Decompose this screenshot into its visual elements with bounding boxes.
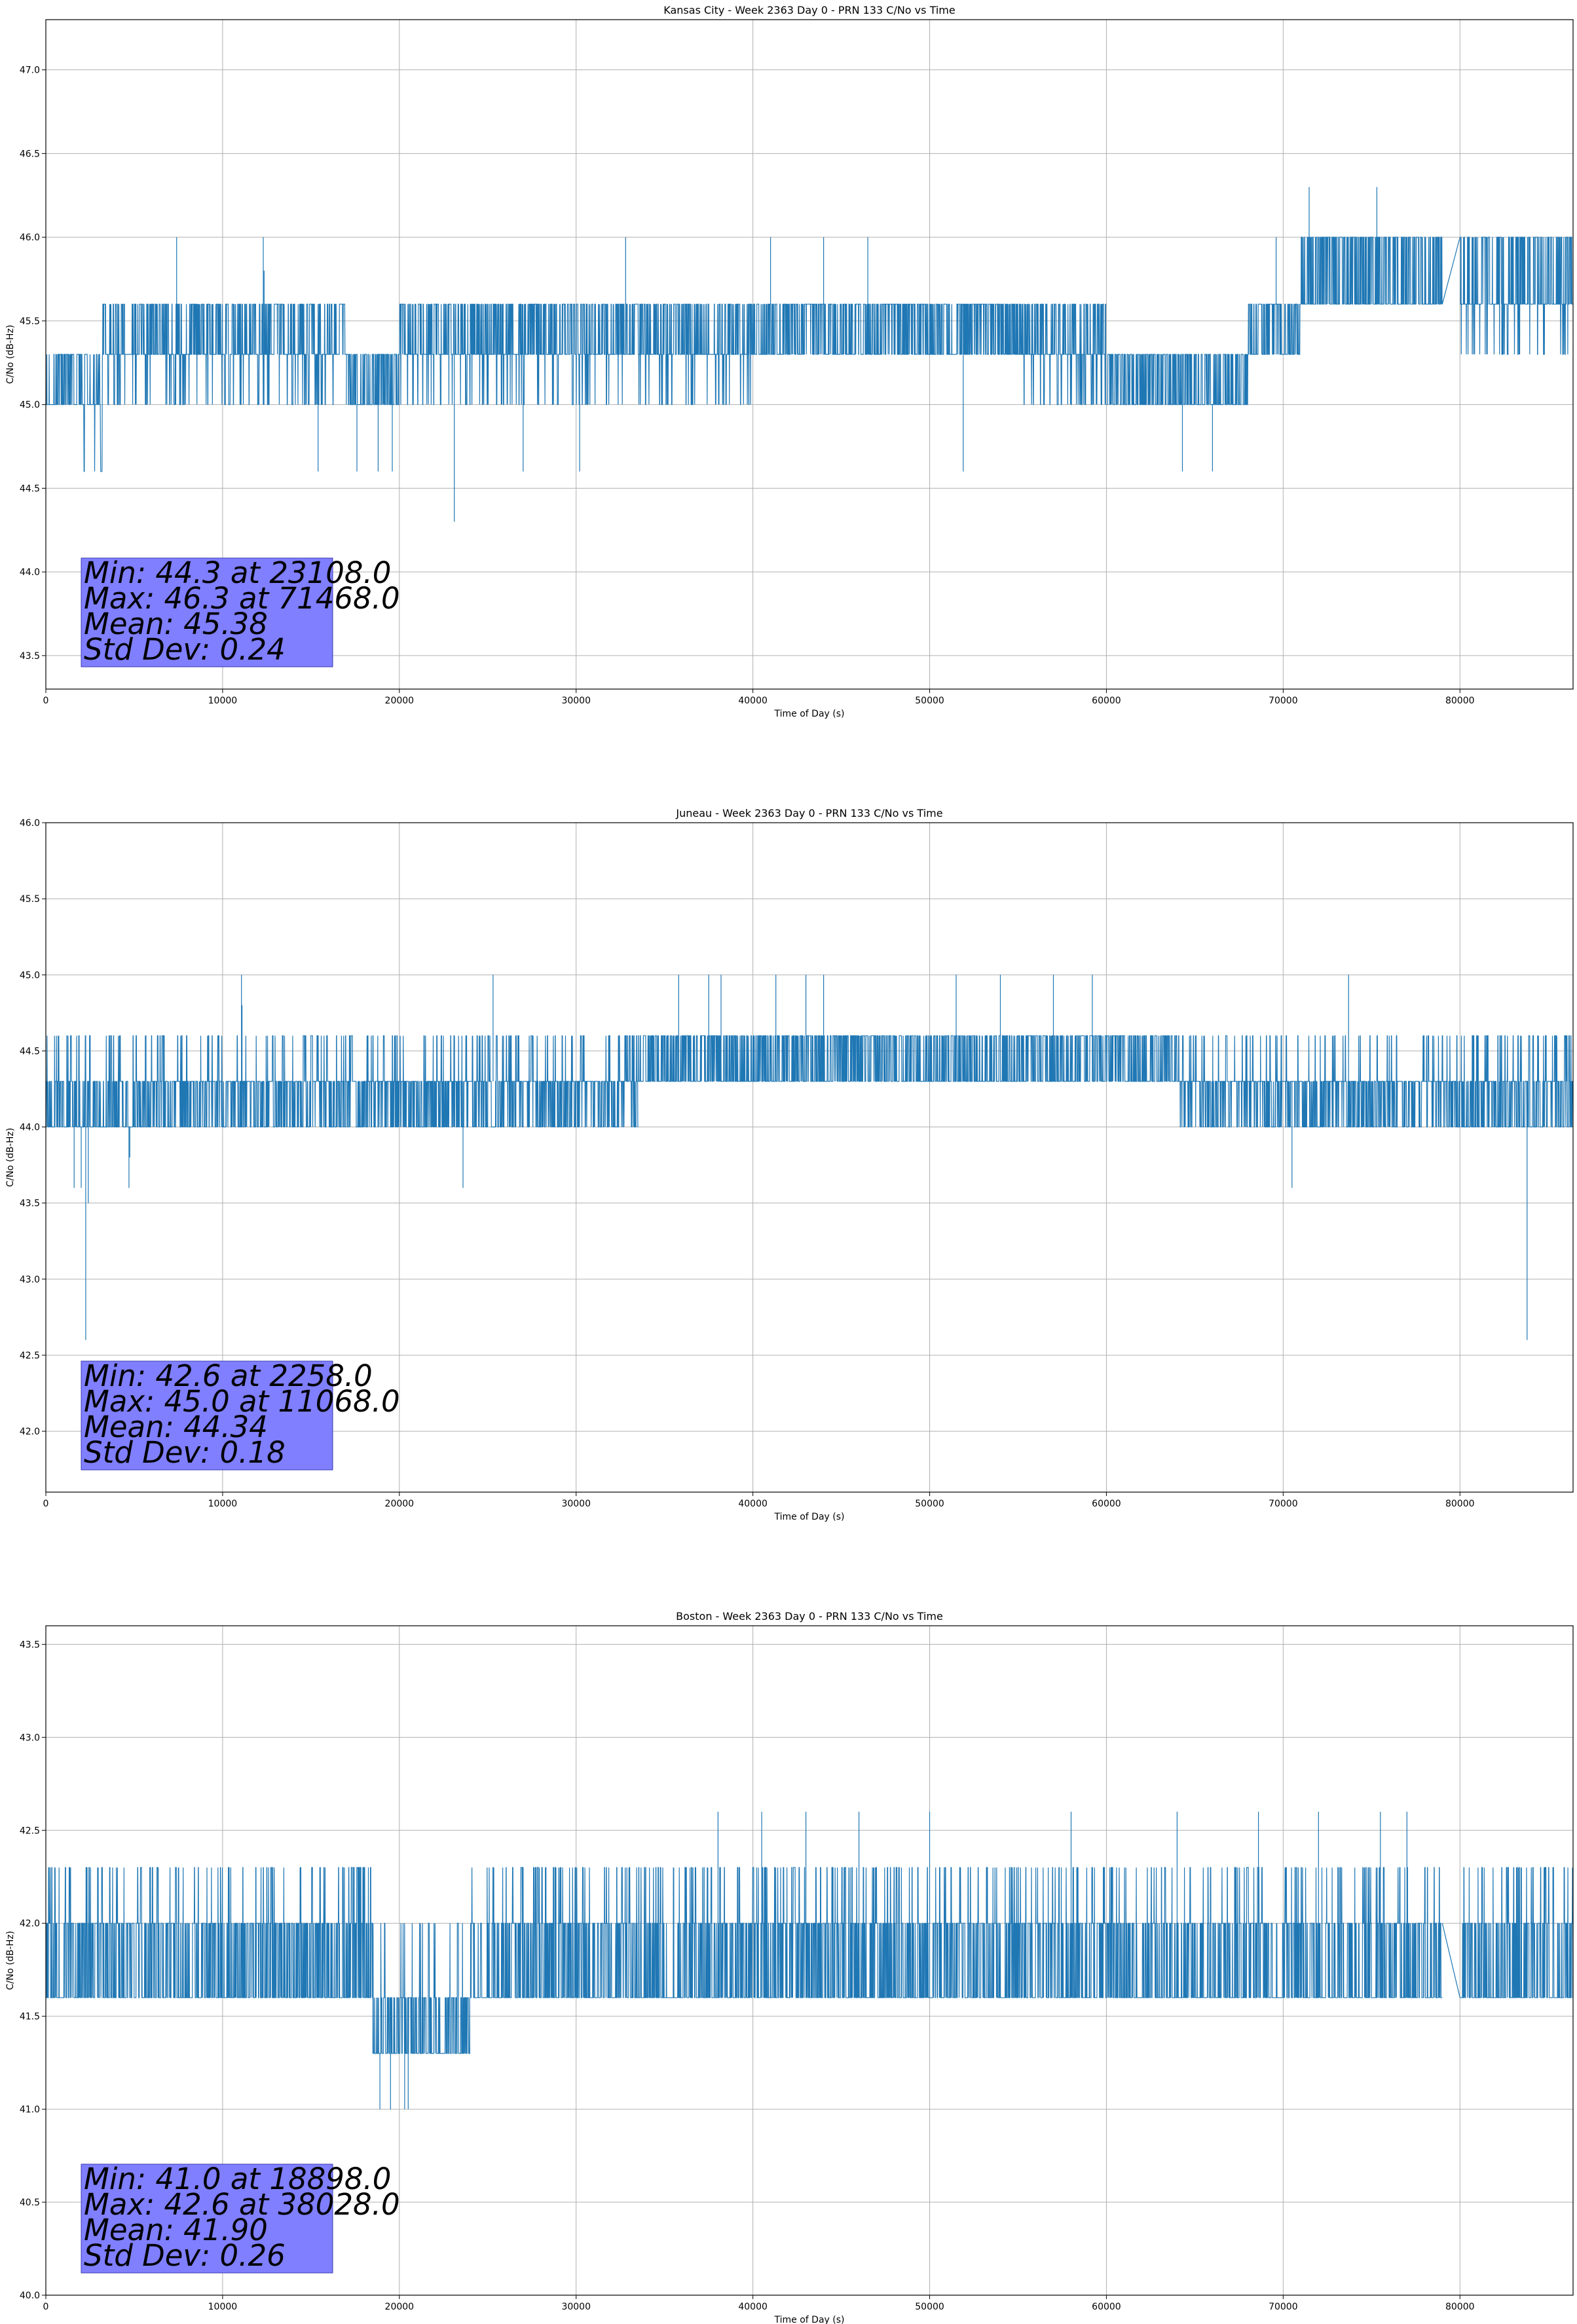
chart-panel-3: 0 10000 20000 30000 40000 50000 60000 70000 8000… [5, 1610, 1574, 2324]
axes-frame [45, 19, 1574, 690]
x-axis-label: Time of Day (s) [774, 1512, 845, 1522]
y-tick-label: 41.0 [20, 2105, 40, 2115]
x-tick-label: 30000 [561, 696, 591, 706]
y-axis-label: C/No (dB-Hz) [5, 1931, 16, 1990]
stats-line: Std Dev: 0.18 [84, 1435, 286, 1470]
x-axis-label: Time of Day (s) [774, 2315, 845, 2324]
y-tick-label: 42.5 [20, 1826, 40, 1836]
y-tick-label: 45.5 [20, 316, 40, 327]
stats-line: Max: 42.6 at 38028.0 [84, 2187, 400, 2222]
x-axis-label: Time of Day (s) [774, 709, 845, 719]
x-tick-label: 0 [43, 696, 49, 706]
chart-panel-2: 0 10000 20000 30000 40000 50000 60000 70000 8000… [5, 807, 1574, 1522]
x-tick-label: 80000 [1445, 2302, 1475, 2312]
stats-line: Max: 46.3 at 71468.0 [84, 581, 400, 616]
x-tick-label: 80000 [1445, 1499, 1475, 1509]
x-tick-label: 30000 [561, 2302, 591, 2312]
y-tick-label: 43.5 [20, 1199, 40, 1209]
y-tick-label: 44.5 [20, 483, 40, 494]
y-tick-label: 44.0 [20, 1123, 40, 1133]
y-tick-label: 45.5 [20, 894, 40, 905]
y-tick-label: 42.0 [20, 1919, 40, 1929]
cno-series-line [46, 975, 1573, 1340]
y-tick-label: 43.5 [20, 1640, 40, 1650]
y-tick-label: 44.5 [20, 1046, 40, 1057]
x-tick-label: 0 [43, 2302, 49, 2312]
stats-box [81, 1360, 333, 1471]
x-tick-label: 20000 [385, 2302, 415, 2312]
x-tick-label: 70000 [1269, 2302, 1298, 2312]
y-tick-label: 43.5 [20, 651, 40, 662]
y-axis-label: C/No (dB-Hz) [5, 325, 16, 384]
x-tick-label: 40000 [738, 1499, 768, 1509]
y-tick-label: 42.0 [20, 1427, 40, 1437]
x-tick-label: 60000 [1092, 1499, 1121, 1509]
x-tick-label: 50000 [915, 696, 944, 706]
x-tick-label: 0 [43, 1499, 49, 1509]
x-tick-label: 60000 [1092, 2302, 1121, 2312]
y-tick-label: 41.5 [20, 2012, 40, 2022]
x-tick-label: 10000 [208, 1499, 238, 1509]
x-tick-label: 40000 [738, 2302, 768, 2312]
y-tick-label: 43.0 [20, 1733, 40, 1743]
x-tick-label: 20000 [385, 696, 415, 706]
x-tick-label: 40000 [738, 696, 768, 706]
y-tick-label: 40.0 [20, 2291, 40, 2301]
axes-frame [45, 822, 1574, 1493]
stats-line: Mean: 41.90 [84, 2213, 268, 2247]
cno-series-line [46, 1811, 1573, 2110]
y-tick-label: 46.5 [20, 149, 40, 159]
stats-line: Mean: 45.38 [84, 607, 268, 641]
x-tick-label: 70000 [1269, 696, 1298, 706]
stats-line: Min: 42.6 at 2258.0 [84, 1359, 373, 1393]
chart-title: Boston - Week 2363 Day 0 - PRN 133 C/No … [676, 1610, 943, 1622]
y-tick-label: 43.0 [20, 1275, 40, 1285]
stats-box [81, 557, 333, 667]
stats-line: Max: 45.0 at 11068.0 [84, 1384, 400, 1419]
axes-frame [45, 1625, 1574, 2296]
stats-box [81, 2164, 333, 2274]
x-tick-label: 10000 [208, 2302, 238, 2312]
stats-line: Min: 44.3 at 23108.0 [84, 555, 391, 590]
x-tick-label: 10000 [208, 696, 238, 706]
chart-panel-1: 0 10000 20000 30000 40000 50000 60000 70000 8000… [5, 4, 1574, 719]
x-tick-label: 80000 [1445, 696, 1475, 706]
chart-title: Juneau - Week 2363 Day 0 - PRN 133 C/No … [675, 807, 942, 819]
x-tick-label: 70000 [1269, 1499, 1298, 1509]
y-axis-label: C/No (dB-Hz) [5, 1128, 16, 1187]
y-tick-label: 47.0 [20, 66, 40, 76]
y-tick-label: 46.0 [20, 233, 40, 243]
y-tick-label: 44.0 [20, 567, 40, 578]
stats-line: Std Dev: 0.24 [84, 632, 286, 667]
y-tick-label: 45.0 [20, 400, 40, 411]
x-tick-label: 60000 [1092, 696, 1121, 706]
y-tick-label: 40.5 [20, 2198, 40, 2208]
stats-line: Min: 41.0 at 18898.0 [84, 2162, 391, 2196]
x-tick-label: 20000 [385, 1499, 415, 1509]
chart-title: Kansas City - Week 2363 Day 0 - PRN 133 … [663, 4, 955, 16]
x-tick-label: 30000 [561, 1499, 591, 1509]
y-tick-label: 42.5 [20, 1351, 40, 1361]
cno-series-line [46, 187, 1573, 522]
stats-line: Std Dev: 0.26 [84, 2238, 286, 2273]
stats-line: Mean: 44.34 [84, 1410, 268, 1444]
x-tick-label: 50000 [915, 2302, 944, 2312]
x-tick-label: 50000 [915, 1499, 944, 1509]
y-tick-label: 45.0 [20, 970, 40, 981]
y-tick-label: 46.0 [20, 818, 40, 829]
